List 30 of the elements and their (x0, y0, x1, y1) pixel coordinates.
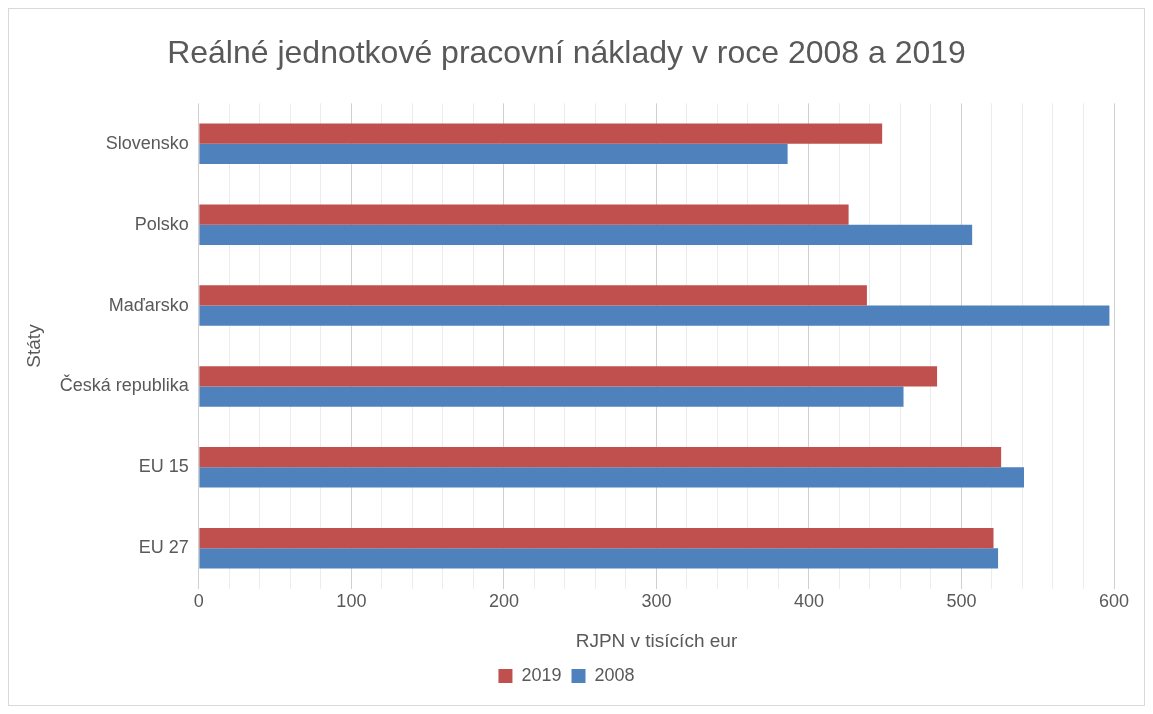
bar (199, 527, 994, 549)
bar (199, 285, 867, 306)
legend-label: 2008 (594, 664, 635, 685)
x-axis-title: RJPN v tisících eur (575, 629, 738, 651)
bar (199, 143, 788, 165)
chart-title: Reálné jednotkové pracovní náklady v roce 2008 a 2019 (167, 34, 966, 71)
x-tick-label: 500 (946, 591, 977, 612)
y-tick-label: Polsko (134, 213, 189, 234)
bar (199, 467, 1025, 488)
bar (199, 447, 1002, 468)
y-axis-title: Státy (22, 323, 44, 368)
bar (199, 305, 1110, 326)
x-tick-label: 0 (193, 591, 204, 612)
bar (199, 204, 849, 225)
x-tick-label: 300 (641, 591, 672, 612)
y-tick-label: EU 15 (138, 456, 189, 477)
y-tick-label: EU 27 (138, 537, 189, 558)
bar (199, 366, 938, 387)
bar (199, 386, 904, 407)
bar (199, 548, 999, 569)
y-tick-label: Česká republika (59, 374, 190, 396)
x-tick-label: 100 (336, 591, 367, 612)
legend-label: 2019 (521, 664, 562, 685)
x-tick-label: 200 (488, 591, 519, 612)
bar (199, 224, 973, 245)
y-tick-label: Slovensko (105, 132, 189, 153)
x-tick-label: 400 (793, 591, 824, 612)
y-tick-label: Maďarsko (108, 294, 189, 315)
bar (199, 123, 883, 144)
x-tick-label: 600 (1098, 591, 1130, 612)
